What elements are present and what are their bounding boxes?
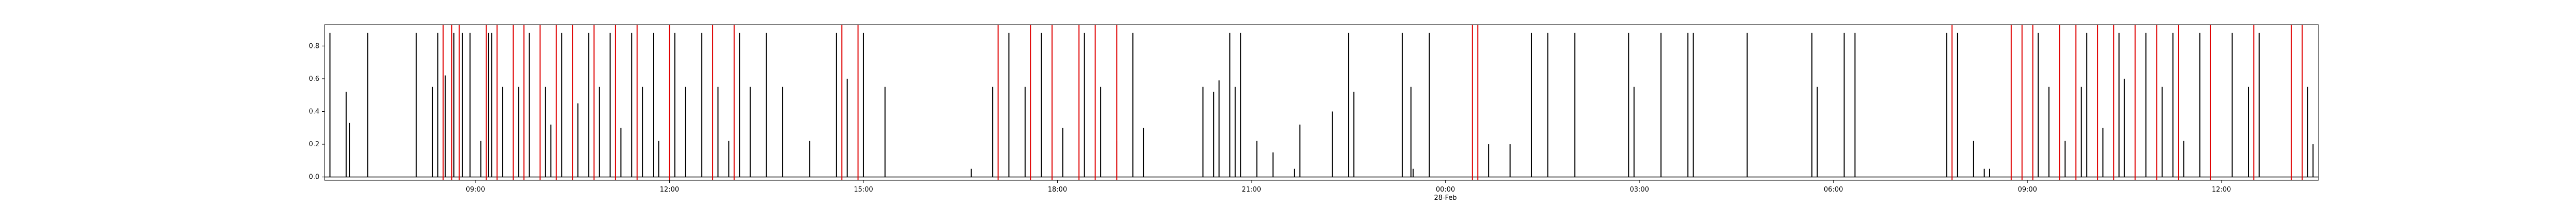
x-tick-sublabel: 28-Feb xyxy=(1434,194,1456,202)
x-tick-label: 00:00 xyxy=(1436,186,1455,194)
y-tick-label: 0.2 xyxy=(309,141,319,148)
x-tick-label: 06:00 xyxy=(1824,186,1843,194)
y-tick-label: 0.0 xyxy=(309,174,319,181)
x-tick-label: 03:00 xyxy=(1630,186,1649,194)
x-tick-label: 09:00 xyxy=(2018,186,2037,194)
y-axis-ticks: 0.0 0.2 0.4 0.6 0.8 xyxy=(309,42,325,181)
activity-spike-series xyxy=(325,32,2318,178)
y-tick-label: 0.6 xyxy=(309,75,319,83)
x-tick-label: 12:00 xyxy=(2212,186,2231,194)
plot-area-frame xyxy=(324,24,2319,181)
x-tick-label: 09:00 xyxy=(466,186,485,194)
event-marker-series xyxy=(443,25,2303,180)
x-tick-label: 21:00 xyxy=(1242,186,1261,194)
x-tick-label: 18:00 xyxy=(1048,186,1067,194)
x-tick-label: 15:00 xyxy=(854,186,873,194)
x-tick-label: 12:00 xyxy=(660,186,679,194)
y-tick-label: 0.4 xyxy=(309,108,319,115)
y-tick-label: 0.8 xyxy=(309,42,319,50)
